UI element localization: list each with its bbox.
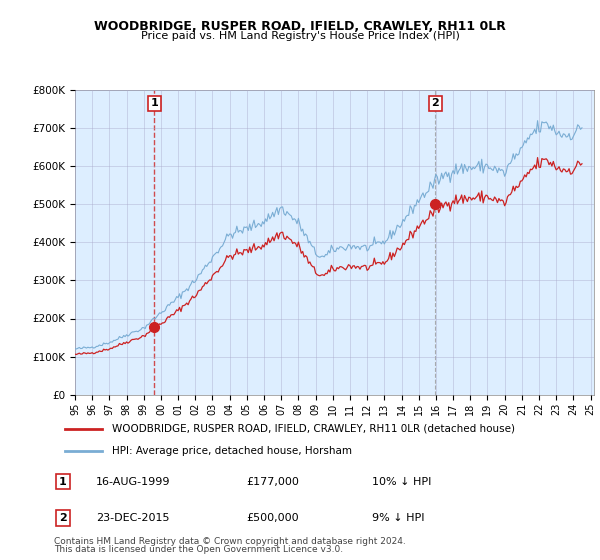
Text: Price paid vs. HM Land Registry's House Price Index (HPI): Price paid vs. HM Land Registry's House … [140,31,460,41]
Text: HPI: Average price, detached house, Horsham: HPI: Average price, detached house, Hors… [112,446,352,455]
Text: 9% ↓ HPI: 9% ↓ HPI [372,513,425,523]
Text: 1: 1 [151,99,158,108]
Text: WOODBRIDGE, RUSPER ROAD, IFIELD, CRAWLEY, RH11 0LR (detached house): WOODBRIDGE, RUSPER ROAD, IFIELD, CRAWLEY… [112,424,515,434]
Text: 1: 1 [59,477,67,487]
Text: 2: 2 [431,99,439,108]
Text: 23-DEC-2015: 23-DEC-2015 [96,513,170,523]
Text: £500,000: £500,000 [246,513,299,523]
Text: This data is licensed under the Open Government Licence v3.0.: This data is licensed under the Open Gov… [54,545,343,554]
Text: 16-AUG-1999: 16-AUG-1999 [96,477,170,487]
Text: 2: 2 [59,513,67,523]
Text: £177,000: £177,000 [246,477,299,487]
Text: WOODBRIDGE, RUSPER ROAD, IFIELD, CRAWLEY, RH11 0LR: WOODBRIDGE, RUSPER ROAD, IFIELD, CRAWLEY… [94,20,506,32]
Text: 10% ↓ HPI: 10% ↓ HPI [372,477,431,487]
Text: Contains HM Land Registry data © Crown copyright and database right 2024.: Contains HM Land Registry data © Crown c… [54,537,406,546]
